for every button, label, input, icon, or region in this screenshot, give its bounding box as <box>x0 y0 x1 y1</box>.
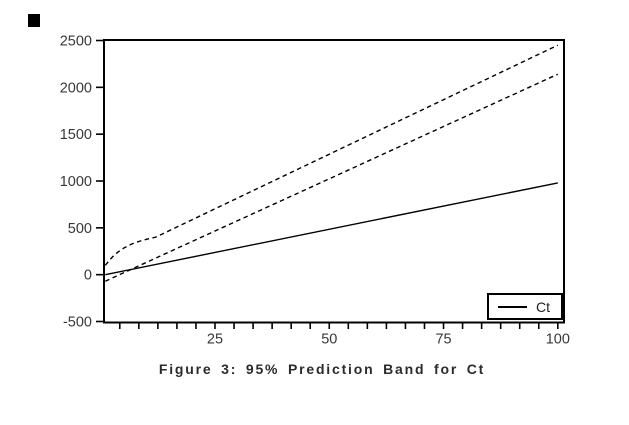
y-tick-label: 1000 <box>60 174 92 190</box>
x-tick-label: 100 <box>546 332 570 348</box>
series-upper-prediction-band <box>104 44 559 266</box>
x-tick-label: 75 <box>435 332 451 348</box>
y-tick-label: 1500 <box>60 127 92 143</box>
ct-solid-line-icon <box>498 305 527 308</box>
plot-frame <box>103 39 565 324</box>
y-tick-label: 0 <box>84 268 92 284</box>
series-lower-prediction-band <box>105 73 559 282</box>
legend-label-ct: Ct <box>536 298 550 315</box>
series-Ct <box>105 182 558 276</box>
x-tick-label: 25 <box>207 332 223 348</box>
legend-box: Ct <box>487 293 563 320</box>
figure-caption: Figure 3: 95% Prediction Band for Ct <box>158 361 486 377</box>
stray-mark <box>28 14 40 27</box>
y-tick-label: -500 <box>63 315 92 331</box>
x-axis: 25 50 75 100 <box>118 322 570 348</box>
y-tick-label: 2000 <box>60 80 92 96</box>
x-tick-label: 50 <box>321 332 337 348</box>
y-tick-label: 500 <box>68 221 92 237</box>
y-tick-label: 2500 <box>60 34 92 50</box>
y-axis: -500 0 500 1000 1500 2000 2500 <box>60 34 104 331</box>
